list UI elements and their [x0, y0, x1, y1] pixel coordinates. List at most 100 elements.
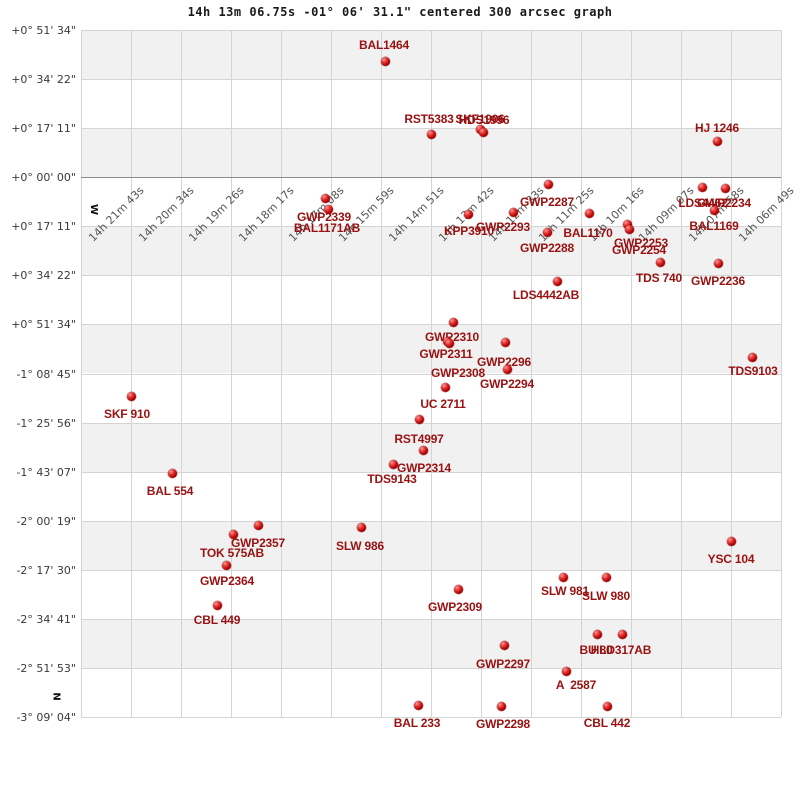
star-marker	[624, 224, 634, 234]
star-label: GWP2253	[614, 236, 668, 250]
star-marker	[622, 219, 632, 229]
y-tick-label: +0° 17' 11"	[11, 122, 76, 136]
star-label: HDS1996	[458, 113, 510, 127]
y-tick-label: +0° 51' 34"	[11, 24, 76, 37]
star-marker	[697, 182, 707, 192]
star-marker	[228, 529, 238, 539]
star-label: LDS4442AB	[512, 288, 580, 302]
star-label: RST4997	[394, 432, 444, 446]
star-label: BAL 554	[146, 484, 194, 498]
star-marker	[356, 522, 366, 532]
star-marker	[413, 700, 423, 710]
star-marker	[709, 205, 719, 215]
star-marker	[444, 338, 454, 348]
star-marker	[320, 193, 330, 203]
star-marker	[655, 257, 665, 267]
star-marker	[167, 468, 177, 478]
star-label: GWP2294	[480, 377, 534, 391]
star-marker	[388, 459, 398, 469]
star-label: GWP2314	[397, 461, 451, 475]
star-marker	[499, 640, 509, 650]
star-label: GWP2309	[428, 600, 482, 614]
star-marker	[440, 382, 450, 392]
y-tick-label: +0° 17' 11"	[11, 220, 76, 234]
star-label: HJ 1246	[695, 121, 739, 135]
zero-declination-line	[81, 177, 781, 179]
star-label: TDS9143	[367, 472, 417, 486]
y-tick-label: -3° 09' 04"	[16, 711, 76, 724]
star-marker	[496, 701, 506, 711]
star-label: SLW 986	[336, 539, 384, 553]
compass-north-label: N	[50, 692, 62, 701]
star-label: TOK 575AB	[199, 546, 265, 560]
star-marker	[558, 572, 568, 582]
star-label: GWP2308	[431, 366, 485, 380]
grid-line-horizontal	[81, 569, 781, 571]
star-marker	[713, 258, 723, 268]
star-label: SLW 981	[541, 584, 589, 598]
star-label: KPP3910	[444, 224, 494, 238]
star-label: GWP2364	[200, 574, 254, 588]
grid-line-vertical	[781, 30, 782, 717]
star-marker	[380, 56, 390, 66]
compass-west-label: W	[88, 203, 100, 216]
star-marker	[414, 414, 424, 424]
star-marker	[323, 204, 333, 214]
star-label: RST5383	[404, 112, 454, 126]
y-tick-label: +0° 34' 22"	[11, 73, 76, 87]
star-marker	[543, 179, 553, 189]
star-marker	[602, 701, 612, 711]
star-marker	[720, 183, 730, 193]
grid-line-horizontal	[81, 226, 781, 228]
star-label: GWP2254	[612, 243, 666, 257]
star-marker	[426, 129, 436, 139]
y-tick-label: +0° 34' 22"	[11, 269, 76, 283]
star-label: GWP2339	[297, 210, 351, 224]
star-label: SLW 980	[582, 589, 630, 603]
star-label: BAL 233	[393, 716, 441, 730]
y-tick-label: -1° 25' 56"	[16, 416, 76, 430]
star-label: GWP2357	[231, 536, 285, 550]
grid-line-horizontal	[81, 471, 781, 473]
grid-line-horizontal	[81, 30, 781, 31]
grid-line-horizontal	[81, 275, 781, 277]
star-marker	[542, 227, 552, 237]
star-marker	[592, 629, 602, 639]
star-marker	[601, 572, 611, 582]
star-label: A 2587	[555, 678, 597, 692]
grid-line-horizontal	[81, 667, 781, 669]
star-marker	[712, 136, 722, 146]
star-label: TDS 740	[636, 271, 682, 285]
star-label: GWP2310	[425, 330, 479, 344]
star-label: SKF 910	[104, 407, 150, 421]
y-tick-label: +0° 51' 34"	[11, 318, 76, 332]
grid-line-horizontal	[81, 373, 781, 375]
chart-title: 14h 13m 06.75s -01° 06' 31.1" centered 3…	[187, 5, 613, 19]
grid-line-horizontal	[81, 717, 781, 718]
grid-line-horizontal	[81, 324, 781, 326]
star-label: UC 2711	[420, 397, 466, 411]
star-marker	[212, 600, 222, 610]
star-label: BU 80	[579, 643, 613, 657]
star-label: GWP2293	[476, 220, 530, 234]
star-marker	[448, 317, 458, 327]
y-tick-label: -2° 51' 53"	[16, 661, 76, 675]
y-tick-label: -2° 17' 30"	[16, 563, 76, 577]
y-tick-label: -1° 43' 07"	[16, 465, 76, 479]
grid-line-horizontal	[81, 79, 781, 81]
star-label: BAL1464	[359, 38, 409, 52]
star-marker	[561, 666, 571, 676]
y-tick-label: -1° 08' 45"	[16, 367, 76, 381]
star-label: GWP2311	[419, 347, 473, 361]
star-marker	[463, 209, 473, 219]
star-label: TDS9103	[728, 364, 778, 378]
star-label: BAL1169	[689, 219, 739, 233]
star-label: HLD317AB	[590, 643, 652, 657]
star-marker	[453, 584, 463, 594]
grid-line-horizontal	[81, 618, 781, 620]
star-label: GWP2288	[520, 241, 574, 255]
grid-line-horizontal	[81, 520, 781, 522]
star-marker	[617, 629, 627, 639]
star-marker	[418, 445, 428, 455]
